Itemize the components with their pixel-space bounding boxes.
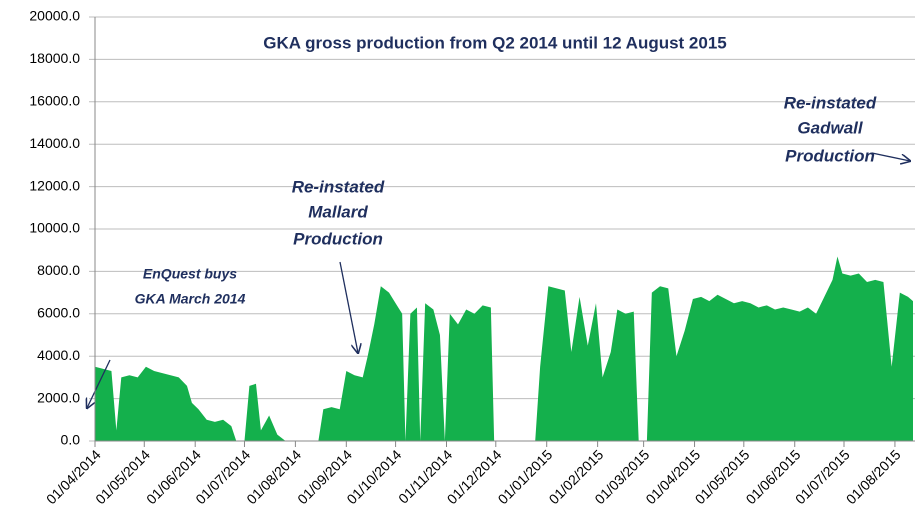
arrow — [339, 261, 358, 353]
annotation: EnQuest buys — [143, 266, 237, 282]
y-tick-label: 16000.0 — [29, 93, 80, 109]
annotation: Production — [785, 146, 875, 165]
y-tick-label: 2000.0 — [37, 389, 80, 405]
y-tick-label: 0.0 — [61, 432, 81, 448]
arrow — [87, 359, 111, 408]
annotation: Re-instated — [292, 177, 385, 196]
annotation: Re-instated — [784, 93, 877, 112]
arrow — [871, 152, 910, 161]
y-tick-label: 6000.0 — [37, 305, 80, 321]
annotation: GKA March 2014 — [135, 291, 246, 307]
y-tick-label: 8000.0 — [37, 262, 80, 278]
y-tick-label: 10000.0 — [29, 220, 80, 236]
annotation: Production — [293, 229, 383, 248]
y-tick-label: 18000.0 — [29, 50, 80, 66]
y-tick-label: 20000.0 — [29, 8, 80, 24]
annotation: Gadwall — [797, 118, 863, 137]
y-tick-label: 4000.0 — [37, 347, 80, 363]
x-tick-label: 01/08/2015 — [843, 446, 904, 507]
annotation: Mallard — [308, 202, 368, 221]
area — [95, 256, 913, 441]
chart-title: GKA gross production from Q2 2014 until … — [263, 33, 727, 52]
y-tick-label: 12000.0 — [29, 177, 80, 193]
y-tick-label: 14000.0 — [29, 135, 80, 151]
